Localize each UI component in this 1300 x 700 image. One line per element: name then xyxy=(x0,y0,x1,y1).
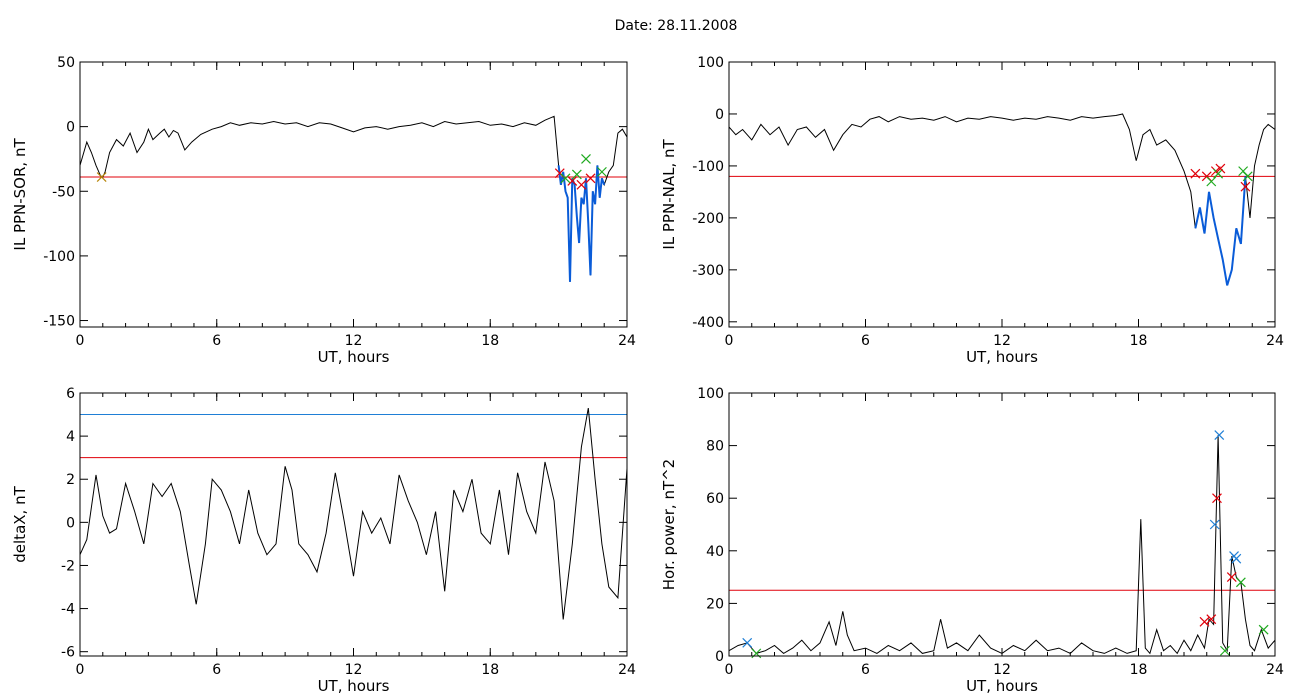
panel-deltax: 0 6 12 18 24 6 4 2 0 -2 -4 -6 UT, hours deltaX, nT xyxy=(11,386,636,695)
p4-series-line xyxy=(729,435,1275,655)
p2-marker-4 xyxy=(1213,168,1224,179)
p2-y-tick-label-4: -300 xyxy=(692,263,724,279)
p1-y-tick-label-3: -100 xyxy=(43,249,75,265)
p4-y-tick-label-5: 0 xyxy=(715,649,724,665)
p3-y-axis-title: deltaX, nT xyxy=(11,485,29,562)
p4-marker-3 xyxy=(1206,614,1217,625)
p1-y-tick-label-4: -150 xyxy=(43,314,75,330)
p4-x-tick-label-0: 0 xyxy=(725,662,734,678)
p4-y-tick-label-1: 80 xyxy=(706,439,724,455)
p1-x-tick-label-0: 0 xyxy=(76,333,85,349)
p3-x-axis-title: UT, hours xyxy=(318,677,390,695)
panel-il-ppn-sor: 0 6 12 18 24 50 0 -50 -100 -150 UT, hours IL PPN-SO… xyxy=(11,55,636,366)
p2-series-line xyxy=(729,113,1275,286)
p2-x-tick-label-3: 18 xyxy=(1130,333,1148,349)
p1-marker-4 xyxy=(571,169,582,180)
p3-x-tick-label-3: 18 xyxy=(481,662,499,678)
p3-x-tick-label-1: 6 xyxy=(212,662,221,678)
panel-hor-power: 0 6 12 18 24 100 80 60 40 20 0 UT, hours Hor. power,… xyxy=(660,386,1284,695)
p2-x-tick-label-4: 24 xyxy=(1266,333,1284,349)
p1-highlight-segment xyxy=(557,165,606,282)
p4-plot-frame xyxy=(728,392,1276,657)
p3-x-tick-label-2: 12 xyxy=(345,662,363,678)
p2-highlight-segment xyxy=(1194,176,1247,286)
p4-marker-11 xyxy=(1235,577,1246,588)
p1-marker-2 xyxy=(560,173,571,184)
p2-marker-2 xyxy=(1206,176,1217,187)
p1-y-tick-label-0: 50 xyxy=(57,55,75,71)
p2-y-tick-label-0: 100 xyxy=(697,55,724,71)
p1-x-tick-label-3: 18 xyxy=(481,333,499,349)
p4-y-tick-label-2: 60 xyxy=(706,491,724,507)
p4-marker-7 xyxy=(1220,645,1230,656)
p1-x-tick-label-4: 24 xyxy=(618,333,636,349)
p4-marker-1 xyxy=(751,648,762,659)
p4-marker-12 xyxy=(1258,624,1269,635)
p1-y-tick-label-1: 0 xyxy=(66,120,75,136)
p4-marker-4 xyxy=(1209,519,1220,530)
p3-x-tick-label-4: 24 xyxy=(618,662,636,678)
p3-y-tick-label-0: 6 xyxy=(66,386,75,402)
p4-x-tick-label-2: 12 xyxy=(993,662,1011,678)
p4-x-axis-title: UT, hours xyxy=(966,677,1038,695)
p2-y-tick-label-1: 0 xyxy=(715,107,724,123)
p4-marker-10 xyxy=(1231,553,1242,564)
p4-marker-6 xyxy=(1214,430,1225,441)
p1-plot-frame xyxy=(79,61,628,328)
p4-y-tick-label-0: 100 xyxy=(697,386,724,402)
p2-y-tick-label-2: -100 xyxy=(692,159,724,175)
p4-marker-0 xyxy=(742,637,753,648)
p2-marker-8 xyxy=(1242,171,1253,182)
p1-x-tick-label-1: 6 xyxy=(212,333,221,349)
p2-plot-frame xyxy=(728,61,1276,328)
p1-marker-6 xyxy=(581,154,591,164)
p4-y-tick-label-3: 40 xyxy=(706,544,724,560)
panel-il-ppn-nal: 0 6 12 18 24 100 0 -100 -200 -300 -400 UT, hours IL … xyxy=(660,55,1284,366)
p1-x-axis-title: UT, hours xyxy=(318,348,390,366)
p4-marker-2 xyxy=(1199,616,1210,627)
p1-marker-8 xyxy=(597,166,607,177)
p1-series-line xyxy=(80,115,627,282)
p2-marker-7 xyxy=(1240,181,1251,192)
p1-marker-7 xyxy=(585,173,596,184)
p3-y-tick-label-4: -2 xyxy=(61,558,75,574)
p1-marker-3 xyxy=(567,176,578,186)
p4-y-axis-title: Hor. power, nT^2 xyxy=(660,459,678,590)
p1-y-tick-label-2: -50 xyxy=(52,184,75,200)
p3-y-tick-label-2: 2 xyxy=(66,472,75,488)
p2-y-axis-title: IL PPN-NAL, nT xyxy=(660,139,678,250)
p2-x-tick-label-1: 6 xyxy=(861,333,870,349)
p1-y-axis-title: IL PPN-SOR, nT xyxy=(11,138,29,251)
p2-marker-0 xyxy=(1190,168,1201,179)
p2-x-tick-label-2: 12 xyxy=(993,333,1011,349)
p1-marker-5 xyxy=(576,179,587,190)
p3-y-tick-label-5: -4 xyxy=(61,602,75,618)
p1-marker-0 xyxy=(96,172,107,182)
p2-x-axis-title: UT, hours xyxy=(966,348,1038,366)
figure-title: Date: 28.11.2008 xyxy=(614,18,738,34)
p2-marker-5 xyxy=(1215,163,1226,174)
p4-y-tick-label-4: 20 xyxy=(706,596,724,612)
p1-x-tick-label-2: 12 xyxy=(345,333,363,349)
p2-y-tick-label-5: -400 xyxy=(692,315,724,331)
p3-x-tick-label-0: 0 xyxy=(76,662,85,678)
p3-y-tick-label-3: 0 xyxy=(66,515,75,531)
p4-x-tick-label-3: 18 xyxy=(1130,662,1148,678)
p3-plot-frame xyxy=(79,392,628,657)
p3-series-line xyxy=(80,408,627,620)
p2-y-tick-label-3: -200 xyxy=(692,211,724,227)
p4-x-tick-label-1: 6 xyxy=(861,662,870,678)
p4-marker-8 xyxy=(1226,572,1237,583)
p2-x-tick-label-0: 0 xyxy=(725,333,734,349)
p4-x-tick-label-4: 24 xyxy=(1266,662,1284,678)
p4-marker-5 xyxy=(1212,493,1222,504)
p3-y-tick-label-1: 4 xyxy=(66,429,75,445)
p3-y-tick-label-6: -6 xyxy=(61,645,75,661)
